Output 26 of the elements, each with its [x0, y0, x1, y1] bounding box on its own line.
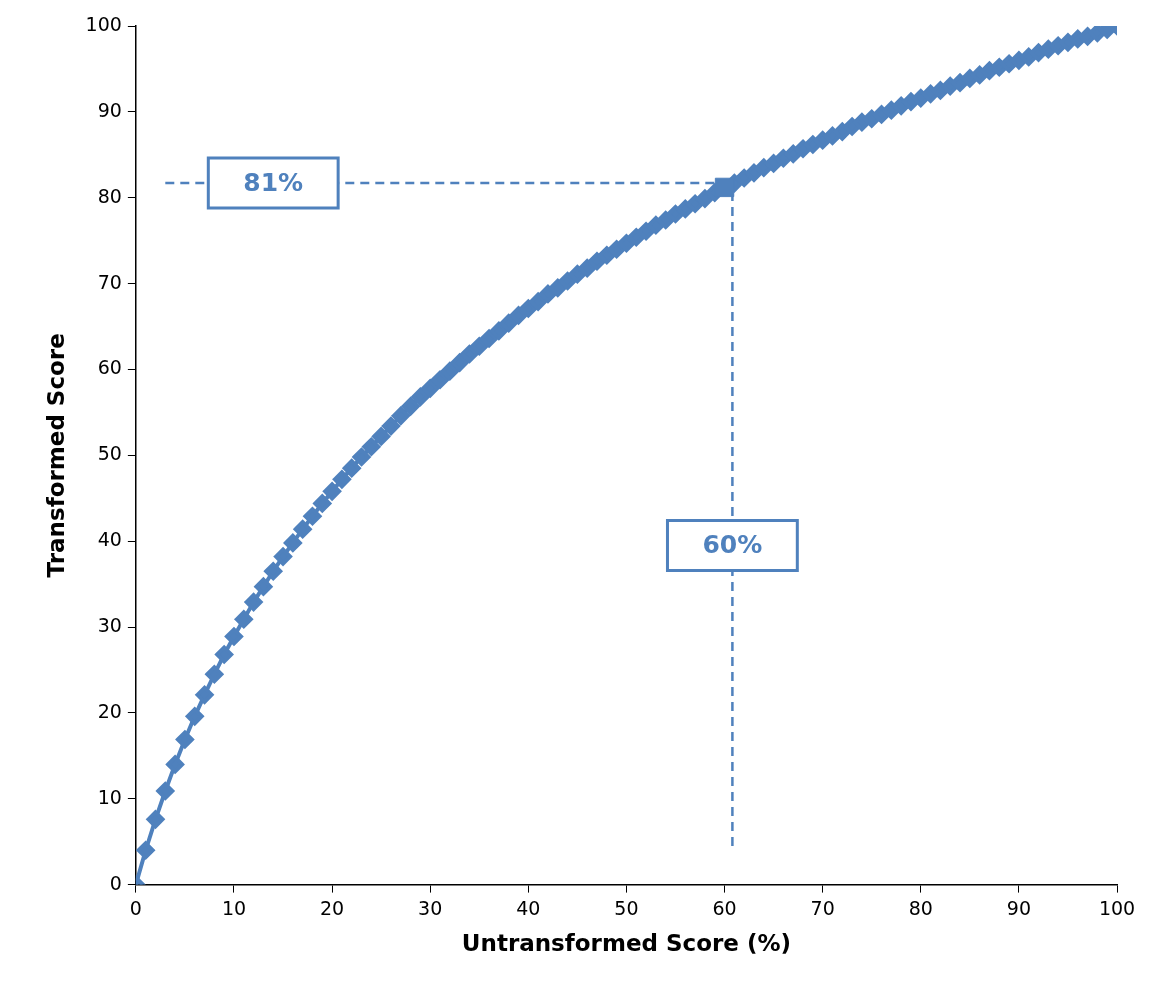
y-axis-title: Transformed Score [42, 333, 69, 578]
x-tick-label: 70 [810, 896, 835, 919]
y-tick-label: 10 [97, 785, 122, 808]
x-tick-label: 20 [320, 896, 345, 919]
x-tick-label: 40 [516, 896, 541, 919]
y-tick-label: 70 [97, 270, 122, 293]
x-tick-label: 30 [418, 896, 443, 919]
y-tick-label: 80 [97, 184, 122, 207]
y-tick-label: 40 [97, 528, 122, 551]
x-tick-label: 10 [221, 896, 247, 919]
y-tick-label: 100 [85, 12, 122, 35]
y-tick-label: 0 [109, 871, 122, 894]
x-tick-label: 100 [1098, 896, 1136, 919]
y-tick-label: 90 [97, 98, 122, 121]
x-tick-label: 80 [908, 896, 933, 919]
annotation: 81% [243, 167, 304, 197]
y-tick-label: 20 [97, 699, 122, 722]
x-axis-title: Untransformed Score (%) [461, 930, 792, 957]
y-tick-label: 50 [97, 442, 122, 465]
y-tick-label: 60 [97, 356, 122, 379]
x-tick-label: 0 [129, 896, 142, 919]
x-tick-label: 90 [1006, 896, 1031, 919]
x-tick-label: 60 [712, 896, 737, 919]
y-tick-label: 30 [97, 613, 122, 636]
x-tick-label: 50 [614, 896, 639, 919]
annotation: 60% [702, 529, 763, 559]
